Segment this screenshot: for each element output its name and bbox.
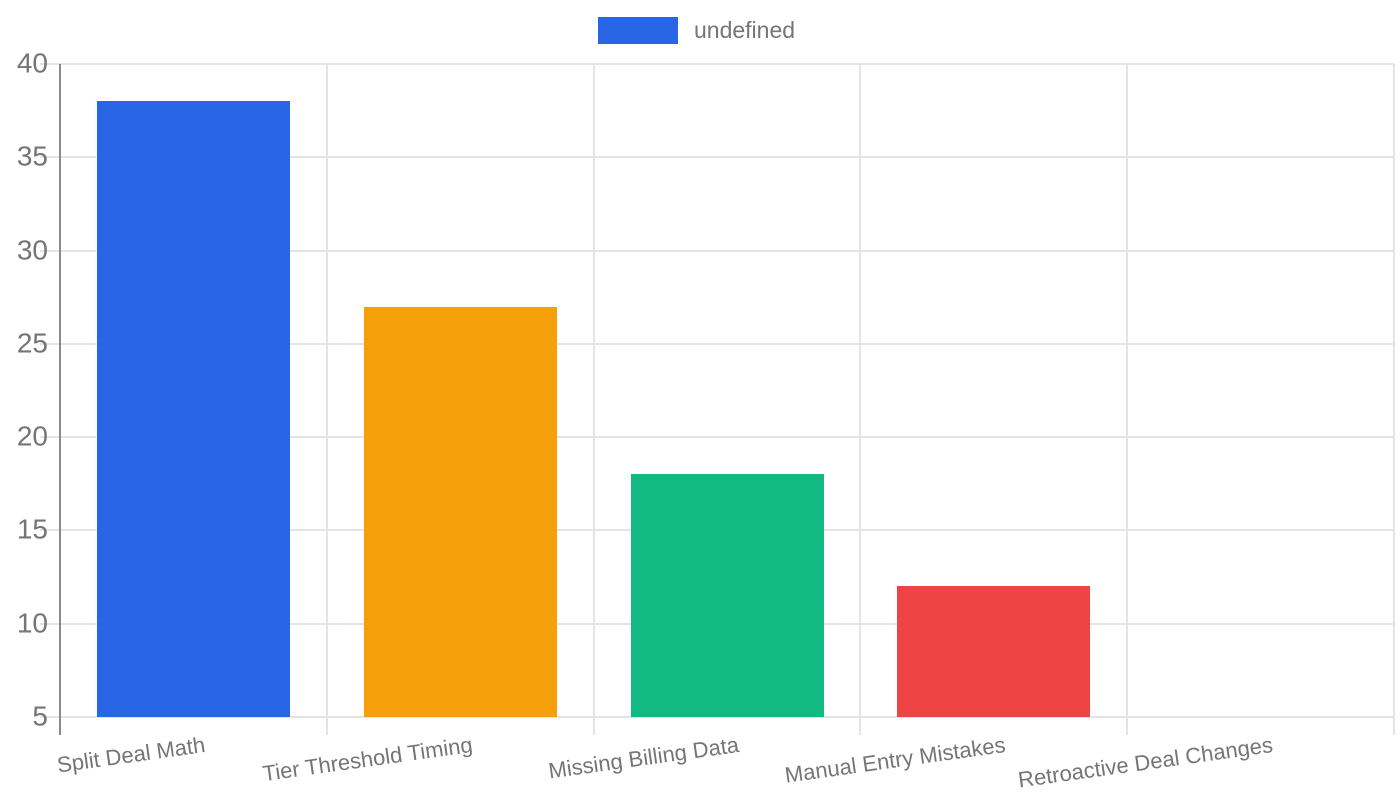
x-axis-tick-label: Missing Billing Data xyxy=(546,732,741,784)
h-gridline xyxy=(40,63,1394,65)
chart-legend: undefined xyxy=(598,17,795,44)
y-axis-tick-label: 15 xyxy=(16,513,48,545)
y-axis-tick-label: 40 xyxy=(16,47,48,79)
legend-label: undefined xyxy=(694,17,796,43)
h-gridline xyxy=(40,249,1394,252)
bar[interactable] xyxy=(897,586,1091,717)
bar[interactable] xyxy=(630,474,824,717)
legend-swatch xyxy=(598,17,678,44)
h-gridline xyxy=(40,156,1394,159)
v-gridline xyxy=(1393,64,1395,735)
x-axis-tick-label: Retroactive Deal Changes xyxy=(1016,732,1275,793)
v-gridline xyxy=(592,64,595,735)
v-gridline xyxy=(1126,64,1129,735)
h-gridline xyxy=(40,436,1394,439)
h-gridline xyxy=(40,342,1394,345)
v-gridline xyxy=(859,64,862,735)
x-axis-tick-label: Manual Entry Mistakes xyxy=(783,732,1008,788)
y-axis-line xyxy=(59,64,61,735)
v-gridline xyxy=(325,64,328,735)
y-axis-tick-label: 20 xyxy=(16,420,48,452)
bar[interactable] xyxy=(96,101,290,717)
h-gridline xyxy=(40,716,1394,718)
bar[interactable] xyxy=(363,306,557,717)
y-axis-tick-label: 30 xyxy=(16,233,48,265)
y-axis-tick-label: 25 xyxy=(16,327,48,359)
x-axis-tick-label: Tier Threshold Timing xyxy=(260,732,474,787)
x-axis-tick-label: Split Deal Math xyxy=(55,732,207,778)
y-axis-tick-label: 10 xyxy=(16,607,48,639)
y-axis-tick-label: 35 xyxy=(16,140,48,172)
y-axis-tick-label: 5 xyxy=(32,700,48,732)
